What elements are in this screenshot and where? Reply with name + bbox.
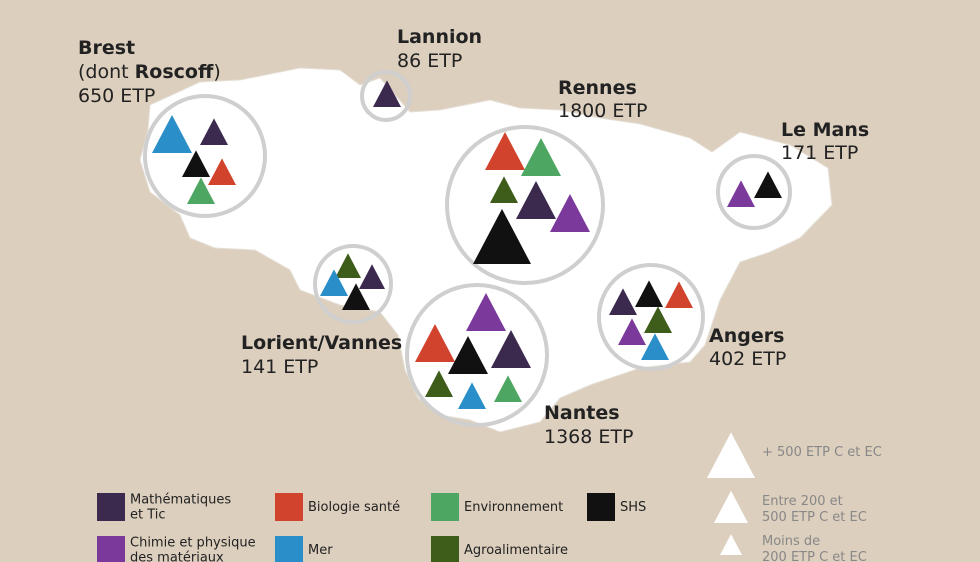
city-circle <box>143 94 267 218</box>
triangle <box>635 280 663 307</box>
triangle <box>494 375 522 402</box>
legend-label: Mathématiques <box>130 493 231 508</box>
triangle <box>521 138 561 176</box>
triangle <box>458 382 486 409</box>
triangle <box>665 281 693 308</box>
city-circle <box>313 244 393 324</box>
note-text: ) <box>213 61 220 83</box>
size-legend-label: Entre 200 et <box>762 494 843 509</box>
size-legend-label: 500 ETP C et EC <box>762 510 867 525</box>
city-etp: 141 ETP <box>241 356 318 378</box>
triangle <box>342 283 370 310</box>
triangle <box>200 118 228 145</box>
legend-swatch <box>275 536 303 562</box>
city-circle <box>597 263 705 371</box>
city-circle <box>716 154 792 230</box>
city-name: Lannion <box>397 26 482 48</box>
city-name: Brest <box>78 37 135 59</box>
legend-swatch <box>97 493 125 521</box>
triangle <box>182 150 210 177</box>
triangle <box>320 269 348 296</box>
triangle <box>516 181 556 219</box>
triangle <box>448 336 488 374</box>
legend-label: Environnement <box>464 500 563 515</box>
note-text: Roscoff <box>135 61 214 83</box>
triangle <box>714 490 748 523</box>
triangle <box>335 253 361 278</box>
note-text: (dont <box>78 61 135 83</box>
city-name: Rennes <box>558 77 637 99</box>
legend-label: et Tic <box>130 508 166 523</box>
triangle <box>152 115 192 153</box>
city-circle <box>445 125 605 285</box>
triangle <box>707 432 755 478</box>
city-etp: 171 ETP <box>781 142 858 164</box>
triangle <box>208 158 236 185</box>
city-circles <box>143 70 792 427</box>
legend-swatch <box>587 493 615 521</box>
legend-label: des matériaux <box>130 551 224 562</box>
triangle <box>618 318 646 345</box>
city-etp: 1800 ETP <box>558 100 647 122</box>
city-etp: 86 ETP <box>397 50 462 72</box>
triangle <box>754 171 782 198</box>
triangle <box>550 194 590 232</box>
legend-label: Biologie santé <box>308 500 400 515</box>
city-etp: 650 ETP <box>78 85 155 107</box>
triangle <box>466 293 506 331</box>
legend-swatch <box>275 493 303 521</box>
triangle <box>644 306 672 333</box>
city-name: Le Mans <box>781 119 869 141</box>
city-name: Angers <box>709 325 784 347</box>
city-circle <box>405 283 549 427</box>
triangle <box>473 208 531 264</box>
triangle <box>727 180 755 207</box>
city-circle <box>360 70 412 122</box>
size-legend-label: Moins de <box>762 534 820 549</box>
city-name: Lorient/Vannes <box>241 332 402 354</box>
legend-swatch <box>431 493 459 521</box>
size-legend-label: 200 ETP C et EC <box>762 550 867 562</box>
triangle <box>425 370 453 397</box>
triangle <box>609 288 637 315</box>
discipline-triangles <box>152 80 782 409</box>
triangle <box>415 324 455 362</box>
triangle <box>491 330 531 368</box>
city-etp: 1368 ETP <box>544 426 633 448</box>
triangle <box>641 333 669 360</box>
city-note: (dont Roscoff) <box>78 61 221 83</box>
legend-label: Chimie et physique <box>130 536 256 551</box>
size-legend-label: + 500 ETP C et EC <box>762 445 882 460</box>
triangle <box>373 80 401 107</box>
legend-label: SHS <box>620 500 646 515</box>
triangle <box>720 534 742 555</box>
triangle <box>187 177 215 204</box>
legend-swatch <box>97 536 125 562</box>
legend-swatch <box>431 536 459 562</box>
legend-label: Agroalimentaire <box>464 543 568 558</box>
triangle <box>485 132 525 170</box>
triangle <box>490 176 518 203</box>
city-etp: 402 ETP <box>709 348 786 370</box>
triangle <box>359 264 385 289</box>
legend-label: Mer <box>308 543 333 558</box>
city-name: Nantes <box>544 402 620 424</box>
